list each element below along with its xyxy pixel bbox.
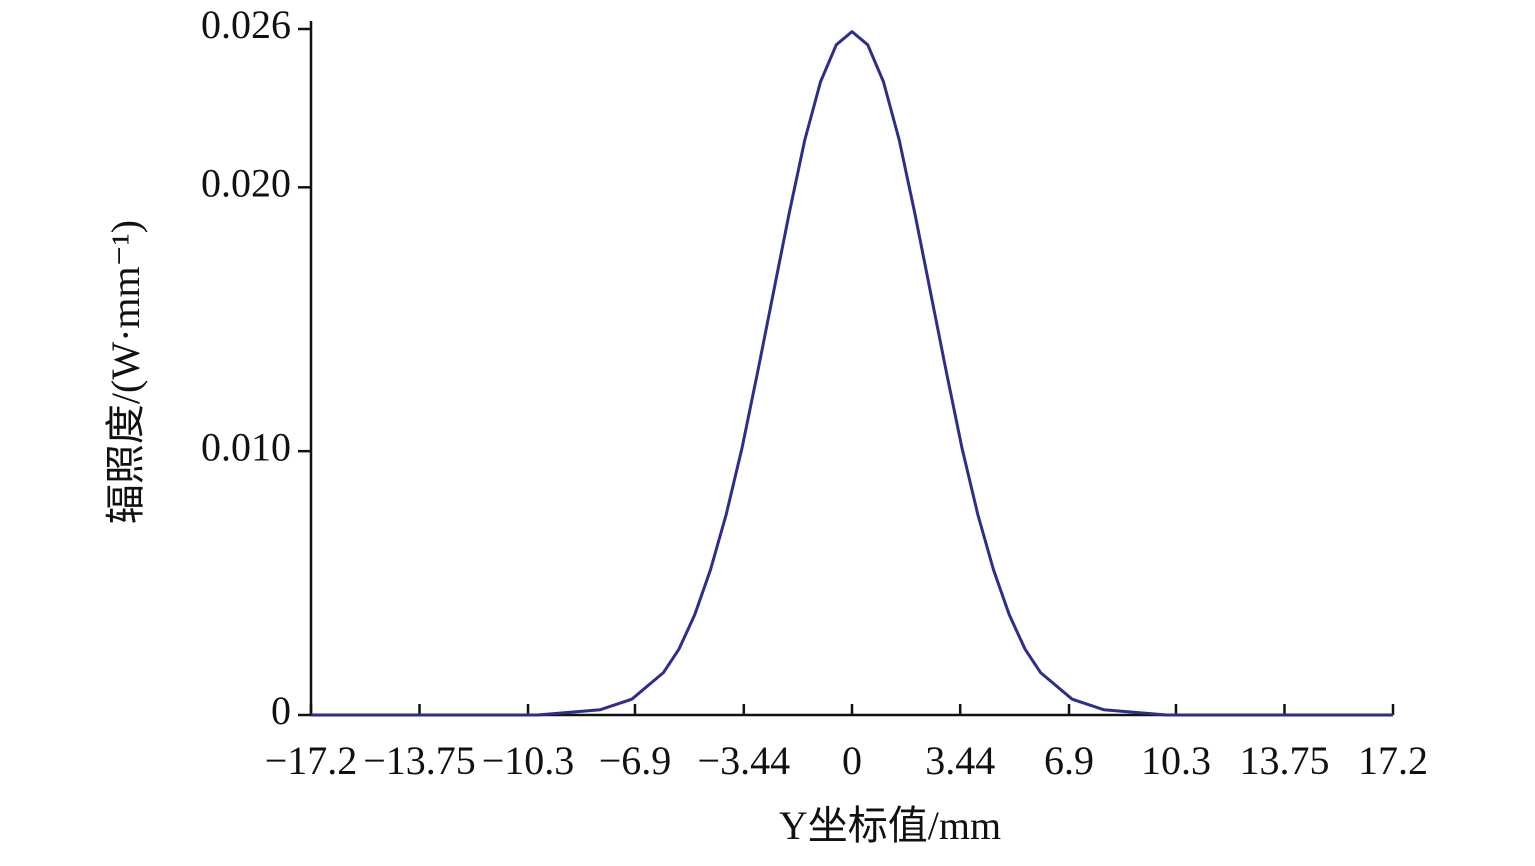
y-axis-label: 辐照度/(W·mm⁻¹) bbox=[103, 220, 148, 524]
x-tick-label: 17.2 bbox=[1358, 738, 1428, 783]
x-tick-label: 13.75 bbox=[1239, 738, 1329, 783]
x-tick-label: −13.75 bbox=[363, 738, 476, 783]
x-tick-label: 3.44 bbox=[925, 738, 995, 783]
x-tick-label: −17.2 bbox=[265, 738, 358, 783]
y-tick-label: 0.026 bbox=[201, 2, 291, 47]
x-tick-label: 6.9 bbox=[1044, 738, 1094, 783]
x-axis-label: Y坐标值/mm bbox=[779, 803, 1001, 848]
x-tick-label: −6.9 bbox=[599, 738, 672, 783]
data-line bbox=[311, 30, 1393, 717]
y-tick-label: 0 bbox=[271, 688, 291, 733]
x-tick-label: −10.3 bbox=[482, 738, 575, 783]
y-tick-label: 0.020 bbox=[201, 160, 291, 205]
y-tick-label: 0.010 bbox=[201, 424, 291, 469]
x-tick-label: 0 bbox=[842, 738, 862, 783]
x-tick-label: −3.44 bbox=[698, 738, 791, 783]
x-tick-label: 10.3 bbox=[1141, 738, 1211, 783]
